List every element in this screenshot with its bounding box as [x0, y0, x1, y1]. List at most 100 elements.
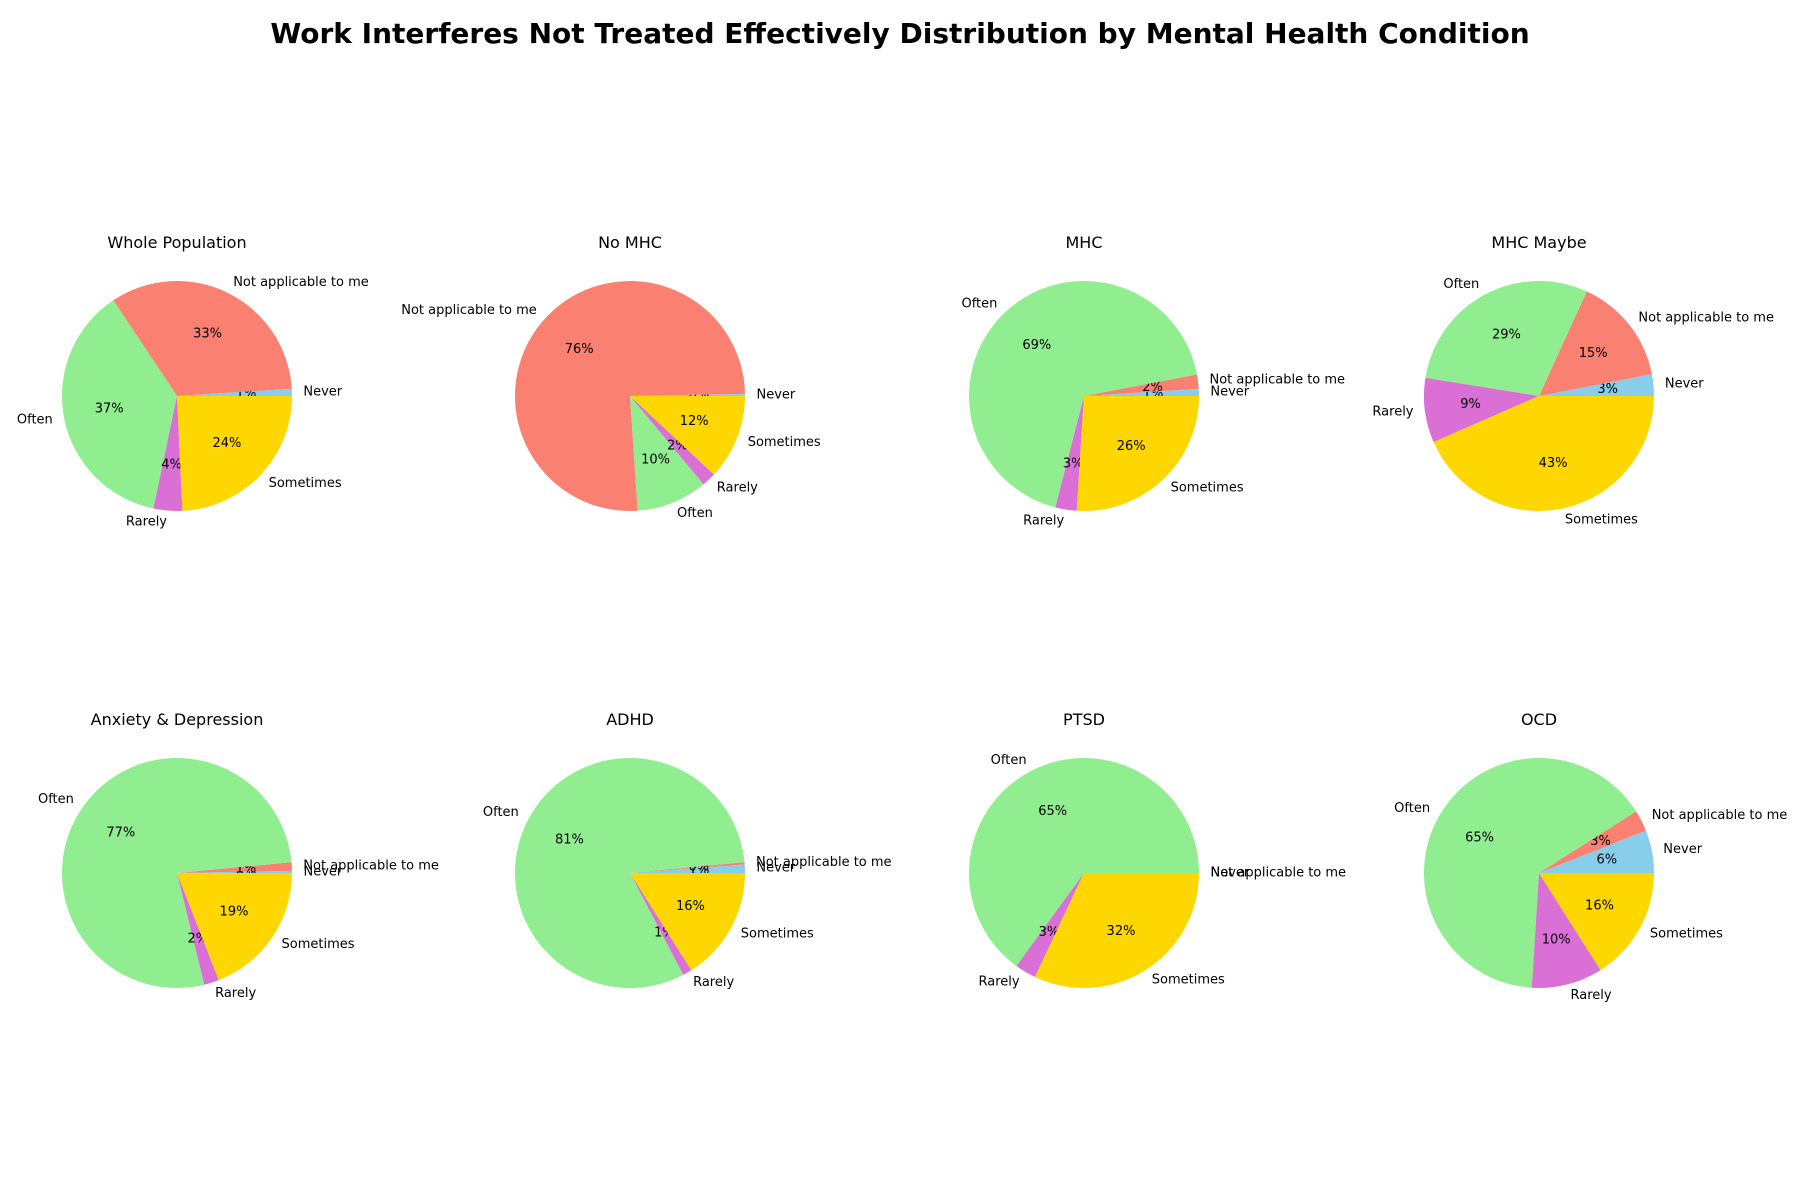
slice-rarely	[630, 873, 692, 975]
slice-sometimes	[1076, 396, 1199, 511]
slice-often	[968, 281, 1197, 508]
slice-label-rarely: Rarely	[1372, 405, 1413, 420]
slice-pct-sometimes: 32%	[1107, 924, 1136, 939]
slice-pct-never: 6%	[1596, 853, 1617, 868]
slice-pct-often: 65%	[1465, 830, 1494, 845]
slice-label-never: Never	[1210, 385, 1249, 400]
slice-label-often: Often	[1394, 801, 1430, 816]
slice-pct-rarely: 10%	[1542, 932, 1571, 947]
slice-not-applicable-to-me	[1084, 374, 1199, 396]
slice-label-sometimes: Sometimes	[282, 937, 355, 952]
slice-sometimes	[1539, 873, 1654, 971]
slice-label-often: Often	[38, 792, 74, 807]
pie-ptsd: PTSDNever0%Not applicable to me0%Often65…	[969, 710, 1346, 989]
slice-pct-never: 3%	[1597, 382, 1618, 397]
slice-label-never: Never	[303, 385, 342, 400]
slice-label-not-applicable-to-me: Not applicable to me	[1652, 808, 1788, 823]
slice-never	[1539, 374, 1654, 396]
slice-pct-sometimes: 19%	[220, 904, 249, 919]
slice-never	[177, 870, 292, 873]
slice-pct-rarely: 4%	[161, 457, 182, 472]
slice-never	[1539, 830, 1654, 873]
slice-pct-sometimes: 12%	[680, 414, 709, 429]
slice-pct-not-applicable-to-me: 3%	[1590, 834, 1611, 849]
slice-label-often: Often	[961, 296, 997, 311]
slice-never	[1084, 388, 1199, 396]
slice-label-not-applicable-to-me: Not applicable to me	[1211, 866, 1347, 881]
chart-title: Work Interferes Not Treated Effectively …	[270, 17, 1530, 50]
slice-label-rarely: Rarely	[979, 974, 1020, 989]
slice-pct-sometimes: 16%	[676, 899, 705, 914]
slice-label-never: Never	[756, 861, 795, 876]
slice-label-rarely: Rarely	[693, 975, 734, 990]
slice-often	[61, 300, 177, 509]
slice-label-often: Often	[1443, 277, 1479, 292]
slice-label-often: Often	[991, 753, 1027, 768]
slice-label-not-applicable-to-me: Not applicable to me	[1210, 373, 1346, 388]
slice-label-not-applicable-to-me: Not applicable to me	[303, 858, 439, 873]
slice-label-never: Never	[1211, 866, 1250, 881]
slice-sometimes	[177, 396, 292, 511]
slice-label-rarely: Rarely	[717, 481, 758, 496]
slice-label-not-applicable-to-me: Not applicable to me	[756, 855, 892, 870]
slice-not-applicable-to-me	[113, 280, 292, 396]
slice-not-applicable-to-me	[515, 281, 745, 512]
pie-title: ADHD	[606, 710, 654, 729]
pie-title: OCD	[1521, 710, 1557, 729]
slice-label-often: Often	[677, 506, 713, 521]
slice-not-applicable-to-me	[630, 862, 745, 873]
slice-not-applicable-to-me	[177, 862, 292, 873]
slice-label-often: Often	[483, 805, 519, 820]
slice-not-applicable-to-me	[1539, 291, 1652, 396]
slice-rarely	[1531, 873, 1601, 988]
slice-sometimes	[630, 873, 745, 971]
slice-label-never: Never	[757, 387, 796, 402]
slice-label-not-applicable-to-me: Not applicable to me	[1638, 310, 1774, 325]
slice-label-sometimes: Sometimes	[1152, 972, 1225, 987]
slice-pct-sometimes: 26%	[1117, 439, 1146, 454]
slice-often	[1425, 280, 1587, 396]
slice-label-sometimes: Sometimes	[269, 476, 342, 491]
slice-pct-often: 65%	[1038, 804, 1067, 819]
slice-label-rarely: Rarely	[1571, 988, 1612, 1003]
slice-label-sometimes: Sometimes	[1650, 926, 1723, 941]
slice-pct-rarely: 3%	[1063, 457, 1084, 472]
slice-pct-not-applicable-to-me: 76%	[565, 342, 594, 357]
slice-rarely	[1423, 377, 1539, 443]
slice-pct-rarely: 9%	[1460, 397, 1481, 412]
slice-often	[630, 396, 704, 511]
slice-pct-not-applicable-to-me: 15%	[1579, 346, 1608, 361]
slice-rarely	[630, 396, 715, 485]
slice-label-rarely: Rarely	[1023, 513, 1064, 528]
pie-mhc-maybe: MHC Maybe Never 3% Not applicable to me 15% O…	[1372, 233, 1774, 527]
slice-never	[630, 864, 745, 873]
slice-pct-not-applicable-to-me: 33%	[193, 327, 222, 342]
pie-title: Anxiety & Depression	[91, 710, 264, 729]
slice-pct-sometimes: 43%	[1539, 456, 1568, 471]
slice-pct-often: 10%	[641, 453, 670, 468]
slice-pct-often: 69%	[1022, 338, 1051, 353]
slice-rarely	[153, 396, 183, 511]
slice-label-never: Never	[1665, 377, 1704, 392]
slice-never	[177, 388, 292, 396]
slice-rarely	[1016, 873, 1084, 978]
slice-pct-often: 37%	[95, 402, 124, 417]
slice-rarely	[1055, 396, 1084, 511]
pie-ocd: OCD Never 6% Not applicable to me 3% Often 65%…	[1394, 710, 1787, 1003]
pie-title: Whole Population	[107, 233, 246, 252]
slice-pct-often: 29%	[1492, 328, 1521, 343]
slice-pct-rarely: 3%	[1039, 925, 1060, 940]
slice-label-sometimes: Sometimes	[1171, 481, 1244, 496]
pie-title: PTSD	[1063, 710, 1105, 729]
slice-label-rarely: Rarely	[126, 515, 167, 530]
slice-pct-sometimes: 24%	[212, 436, 241, 451]
pie-title: MHC	[1065, 233, 1102, 252]
slice-label-sometimes: Sometimes	[741, 927, 814, 942]
